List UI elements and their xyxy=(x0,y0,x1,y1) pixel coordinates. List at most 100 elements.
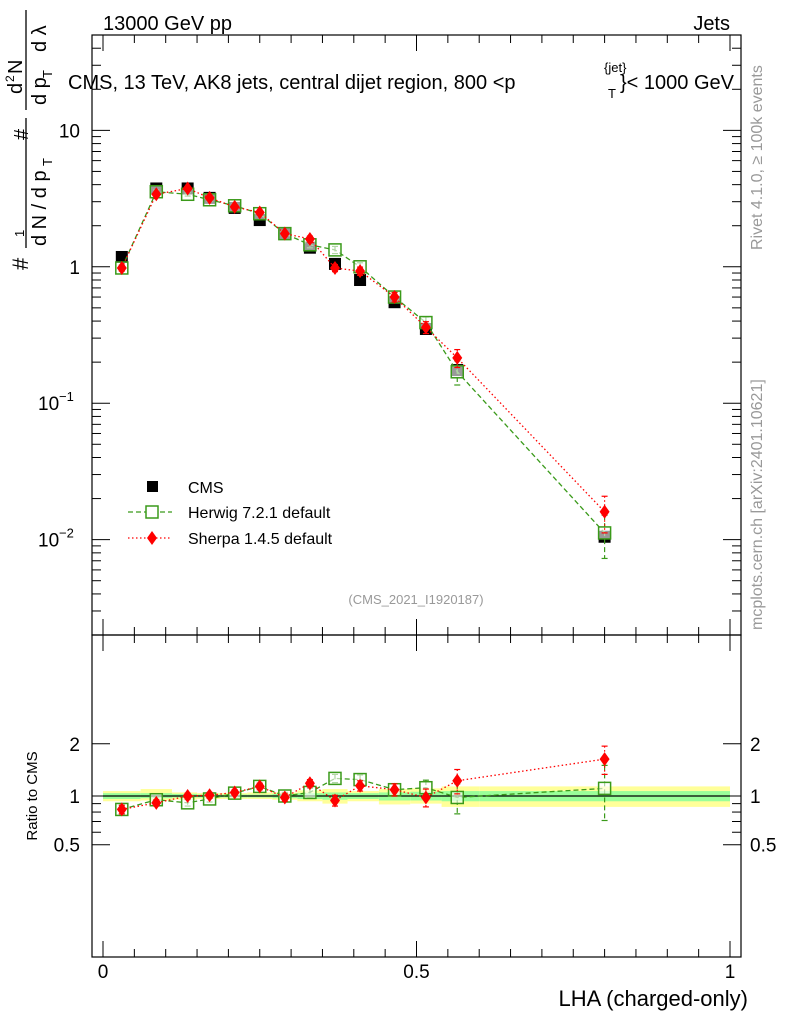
tick-base: 10 xyxy=(38,394,59,415)
series-herwig xyxy=(115,184,612,560)
main-y-axis-label: # 1 d N / d p T # d 2 N d p T d λ xyxy=(3,10,55,270)
title-main: CMS, 13 TeV, AK8 jets, central dijet reg… xyxy=(68,72,516,94)
legend-herwig: Herwig 7.2.1 default xyxy=(128,505,331,522)
legend: CMS Herwig 7.2.1 default Sherpa 1.4.5 de… xyxy=(128,480,333,548)
data-point xyxy=(355,264,366,279)
svg-text:1: 1 xyxy=(12,230,27,237)
legend-herwig-marker xyxy=(145,505,159,519)
ratio-point xyxy=(450,790,465,805)
data-point xyxy=(204,190,215,205)
ratio-y-tick-label-right: 2 xyxy=(750,735,761,756)
svg-text:d p: d p xyxy=(29,77,51,105)
ratio-point xyxy=(229,785,240,800)
ratio-point xyxy=(151,795,162,810)
legend-cms-marker xyxy=(147,481,158,492)
data-point xyxy=(182,181,193,196)
legend-cms-label: CMS xyxy=(188,480,224,497)
legend-sherpa-marker xyxy=(147,531,157,545)
data-point xyxy=(151,187,162,202)
main-y-tick-label: 10 −2 xyxy=(38,526,74,552)
ratio-y-tick-label-right: 0.5 xyxy=(750,836,776,857)
ratio-point xyxy=(597,781,612,796)
data-point xyxy=(328,243,342,257)
ratio-point xyxy=(204,788,215,803)
data-point xyxy=(354,274,367,287)
main-y-tick-label: 10 xyxy=(59,121,80,142)
tick-base: 10 xyxy=(38,531,59,552)
main-y-tick-label: 10 −1 xyxy=(38,389,74,415)
series-sherpa xyxy=(116,181,610,534)
x-axis-label: LHA (charged-only) xyxy=(558,986,748,1011)
data-point xyxy=(254,205,265,220)
ratio-series xyxy=(115,745,612,822)
ratio-line xyxy=(121,777,605,811)
ratio-point xyxy=(329,793,340,808)
data-point xyxy=(389,290,400,305)
title-sub: T xyxy=(608,86,616,101)
ratio-point xyxy=(279,790,290,805)
plot-title: CMS, 13 TeV, AK8 jets, central dijet reg… xyxy=(68,60,735,101)
ratio-point xyxy=(420,790,431,805)
legend-herwig-label: Herwig 7.2.1 default xyxy=(188,505,331,522)
x-tick-label: 0.5 xyxy=(403,962,429,983)
svg-text:T: T xyxy=(40,158,55,166)
x-tick-label: 0 xyxy=(98,962,109,983)
ratio-uncertainty-bands xyxy=(103,786,730,807)
data-point xyxy=(599,504,610,519)
data-point xyxy=(115,250,128,263)
svg-text:d: d xyxy=(5,83,27,94)
legend-cms: CMS xyxy=(147,480,224,497)
svg-text:2: 2 xyxy=(3,75,17,82)
ratio-frame xyxy=(91,634,742,958)
tick-value: 1 xyxy=(69,258,80,279)
rivet-version: Rivet 4.1.0, ≥ 100k events xyxy=(749,65,766,250)
ratio-point xyxy=(599,752,610,767)
svg-text:T: T xyxy=(40,70,55,78)
tick-value: 10 xyxy=(59,121,80,142)
svg-text:d N / d p: d N / d p xyxy=(29,170,51,246)
ratio-y-axis-label: Ratio to CMS xyxy=(24,751,41,840)
title-end: }< 1000 GeV xyxy=(620,72,735,94)
legend-sherpa: Sherpa 1.4.5 default xyxy=(128,531,333,548)
ratio-point xyxy=(389,782,400,797)
title-sup: {jet} xyxy=(604,60,627,75)
ratio-point xyxy=(452,773,463,788)
svg-text:#: # xyxy=(8,257,33,270)
ratio-point xyxy=(116,802,127,817)
data-point xyxy=(279,226,290,241)
svg-text:N: N xyxy=(5,60,27,74)
tick-exponent: −1 xyxy=(59,389,74,404)
series-line xyxy=(121,187,606,513)
beam-label: 13000 GeV pp xyxy=(103,13,232,35)
svg-text:#: # xyxy=(11,128,33,140)
svg-text:d λ: d λ xyxy=(29,25,51,52)
ratio-y-tick-label: 1 xyxy=(69,787,80,808)
ratio-panel: 0.5 0.5 1 1 2 2 0 0.5 1 Ratio to CMS LHA (charge… xyxy=(24,634,777,1011)
ratio-point xyxy=(182,789,193,803)
ratio-point xyxy=(355,778,366,793)
ratio-ticks xyxy=(92,635,741,957)
ratio-point xyxy=(304,776,315,791)
ratio-point xyxy=(254,779,265,794)
data-point xyxy=(304,231,315,246)
ratio-y-tick-label: 0.5 xyxy=(54,836,80,857)
tick-exponent: −2 xyxy=(59,526,74,541)
data-point xyxy=(116,260,127,275)
ratio-y-tick-label-right: 1 xyxy=(750,787,761,808)
ratio-series-sherpa xyxy=(116,745,610,817)
ratio-point xyxy=(328,771,342,786)
main-series xyxy=(115,181,612,560)
data-point xyxy=(420,320,431,335)
data-point xyxy=(229,199,240,214)
legend-sherpa-label: Sherpa 1.4.5 default xyxy=(188,531,333,548)
analysis-id: (CMS_2021_I1920187) xyxy=(348,592,483,607)
main-y-ticks xyxy=(92,34,741,636)
main-y-tick-label: 1 xyxy=(69,258,80,279)
category-label: Jets xyxy=(693,13,730,35)
ratio-y-tick-label: 2 xyxy=(69,735,80,756)
mcplots-ref: mcplots.cern.ch [arXiv:2401.10621] xyxy=(749,379,766,630)
ratio-tick-labels: 0.5 0.5 1 1 2 2 0 0.5 1 xyxy=(54,735,777,983)
